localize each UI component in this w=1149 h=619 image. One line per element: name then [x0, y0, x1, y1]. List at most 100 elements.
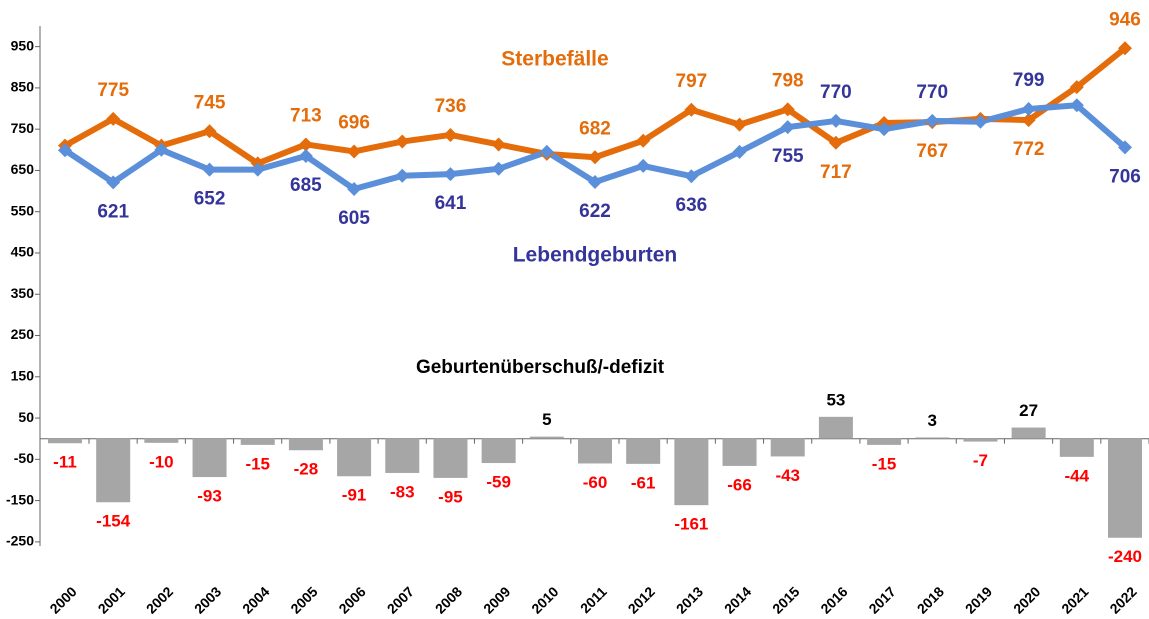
bar-label: -93: [197, 487, 222, 506]
bar-label: -66: [727, 475, 752, 494]
x-tick-label: 2014: [721, 583, 754, 614]
x-tick-label: 2001: [95, 583, 128, 614]
y-tick-label: 350: [11, 285, 35, 301]
data-label: 775: [97, 80, 129, 101]
y-tick-label: 850: [11, 79, 35, 95]
x-tick-label: 2008: [432, 583, 465, 614]
bar-label: -60: [583, 473, 608, 492]
data-label: 767: [916, 141, 948, 162]
bar: [626, 438, 661, 464]
data-label: 636: [676, 195, 708, 216]
data-label: 605: [338, 208, 370, 229]
data-label: 652: [194, 189, 226, 210]
bar: [674, 438, 709, 506]
x-tick-label: 2018: [914, 583, 947, 614]
marker: [1069, 98, 1084, 113]
y-tick-label: 450: [11, 244, 35, 260]
marker: [1021, 101, 1036, 116]
x-tick-label: 2002: [143, 583, 176, 614]
data-label: 770: [916, 82, 948, 103]
bar-label: -15: [872, 454, 897, 473]
y-tick-label: 250: [11, 326, 35, 342]
bar-label: -91: [342, 486, 367, 505]
marker: [732, 117, 747, 132]
x-tick-label: 2019: [962, 583, 995, 614]
data-label: 713: [290, 105, 322, 126]
bar-label: -95: [438, 487, 463, 506]
marker: [202, 124, 217, 139]
marker: [539, 144, 554, 159]
bar-label: -43: [775, 466, 800, 485]
series-title: Sterbefälle: [501, 48, 608, 71]
marker: [780, 120, 795, 135]
marker: [443, 127, 458, 142]
bar: [96, 438, 131, 503]
marker: [154, 142, 169, 157]
marker: [636, 133, 651, 148]
bar-label: -154: [96, 512, 131, 531]
bar-label: -28: [294, 460, 319, 479]
x-tick-label: 2007: [384, 583, 417, 614]
data-label: 682: [579, 118, 611, 139]
marker: [1118, 140, 1132, 155]
series-title: Lebendgeburten: [513, 244, 678, 267]
marker: [250, 162, 265, 177]
marker: [1069, 80, 1084, 95]
bar-label: -83: [390, 482, 415, 501]
marker: [395, 168, 410, 183]
x-tick-label: 2016: [817, 583, 850, 614]
marker: [395, 134, 410, 149]
bar: [144, 438, 179, 443]
data-label: 622: [579, 201, 611, 222]
data-label: 797: [676, 71, 708, 92]
data-label: 745: [194, 92, 226, 113]
marker: [828, 113, 843, 128]
marker: [828, 135, 843, 150]
x-tick-label: 2004: [239, 583, 272, 614]
bar: [433, 438, 468, 478]
marker: [491, 161, 506, 176]
y-tick-label: 750: [11, 120, 35, 136]
x-tick-label: 2015: [769, 583, 802, 614]
bar-label: -11: [53, 453, 77, 472]
x-tick-label: 2009: [480, 583, 513, 614]
x-tick-label: 2003: [191, 583, 224, 614]
marker: [298, 137, 313, 152]
y-tick-label: -250: [6, 533, 34, 549]
bar-label: -10: [149, 452, 174, 471]
bar: [288, 438, 323, 451]
data-label: 621: [97, 201, 129, 222]
data-label: 798: [772, 70, 804, 91]
bar: [529, 436, 564, 439]
bar: [578, 438, 612, 464]
data-label: 755: [772, 146, 804, 167]
data-label: 799: [1013, 70, 1045, 91]
bar: [337, 438, 372, 477]
marker: [684, 169, 699, 184]
bar: [481, 438, 516, 464]
x-tick-label: 2005: [287, 583, 320, 614]
bar: [818, 416, 853, 439]
x-tick-label: 2010: [528, 583, 561, 614]
bar-label: -59: [486, 473, 511, 492]
marker: [636, 158, 651, 173]
bar: [1108, 438, 1142, 538]
marker: [973, 114, 988, 129]
bar: [722, 438, 757, 466]
marker: [202, 162, 217, 177]
x-tick-label: 2012: [625, 583, 658, 614]
data-label: 736: [435, 96, 467, 117]
data-label: 706: [1109, 166, 1141, 187]
bar: [48, 438, 82, 444]
marker: [443, 167, 458, 182]
x-tick-label: 2006: [335, 583, 368, 614]
x-tick-label: 2013: [673, 583, 706, 614]
bar-label: -15: [245, 454, 270, 473]
y-tick-label: 550: [11, 202, 35, 218]
y-tick-label: -50: [14, 450, 34, 466]
data-label: 685: [290, 175, 322, 196]
y-tick-label: 150: [11, 367, 35, 383]
bar: [1011, 427, 1046, 439]
x-tick-label: 2011: [577, 583, 610, 614]
marker: [106, 111, 121, 126]
